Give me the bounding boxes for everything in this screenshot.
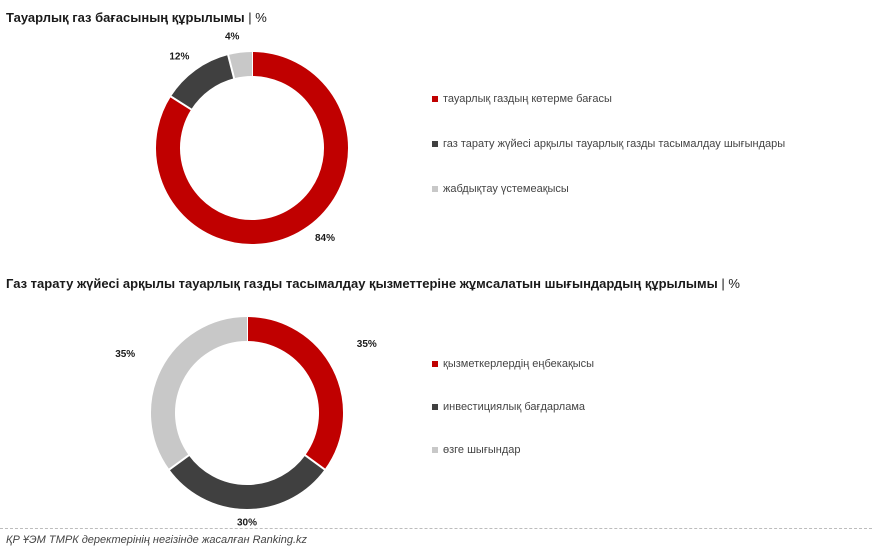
chart-1-legend-label-1: тауарлық газдың көтерме бағасы (443, 93, 612, 105)
chart-2-legend-swatch-3 (432, 447, 438, 453)
chart-2-legend-swatch-2 (432, 404, 438, 410)
chart-1-slice-3 (228, 52, 253, 79)
chart-1-legend-swatch-2 (432, 141, 438, 147)
chart-2-legend-label-1: қызметкерлердің еңбекақысы (443, 358, 595, 370)
chart-2-legend-item-2: инвестициялық бағдарлама (432, 401, 585, 413)
chart-1-slice-separator-3 (226, 53, 236, 80)
chart-2-donut: 35% 30% 35% (115, 316, 377, 529)
chart-2-slice-1 (246, 317, 343, 470)
chart-1-legend-item-1: тауарлық газдың көтерме бағасы (432, 93, 612, 105)
chart-2-title-unit: | % (721, 276, 740, 291)
chart-1-unit: % (255, 10, 267, 25)
chart-2-legend-label-2: инвестициялық бағдарлама (443, 401, 586, 413)
footer-divider (0, 528, 872, 529)
chart-1-legend-label-3: жабдықтау үстемеақысы (443, 183, 569, 195)
chart-1-title-unit: | % (248, 10, 267, 25)
chart-2-legend-item-1: қызметкерлердің еңбекақысы (432, 358, 594, 370)
chart-1-legend-item-3: жабдықтау үстемеақысы (432, 183, 569, 195)
chart-1-data-label-1: 84% (315, 233, 335, 244)
chart-2-slice-separator-3 (167, 453, 191, 471)
chart-2-data-label-3: 35% (115, 349, 135, 360)
chart-2-slice-3 (151, 317, 248, 470)
chart-2-data-label-1: 35% (357, 339, 377, 350)
chart-1-title-text: Тауарлық газ бағасының құрылымы (6, 10, 245, 25)
chart-1-data-label-3: 4% (225, 32, 240, 43)
chart-2-data-label-2: 30% (237, 518, 257, 529)
chart-2-legend-label-3: өзге шығындар (443, 444, 521, 456)
chart-2-legend-swatch-1 (432, 361, 438, 367)
chart-1-legend-swatch-1 (432, 96, 438, 102)
chart-2-title-text: Газ тарату жүйесі арқылы тауарлық газды … (6, 276, 718, 291)
chart-2-title: Газ тарату жүйесі арқылы тауарлық газды … (6, 276, 740, 291)
chart-1-legend-label-2: газ тарату жүйесі арқылы тауарлық газды … (443, 138, 786, 150)
chart-1-legend-item-2: газ тарату жүйесі арқылы тауарлық газды … (432, 138, 785, 150)
chart-1-legend-swatch-3 (432, 186, 438, 192)
chart-1-slice-2 (170, 55, 235, 110)
chart-1-data-label-2: 12% (169, 52, 189, 63)
chart-1-slice-separator-2 (169, 95, 193, 111)
chart-2-slice-2 (169, 455, 325, 509)
chart-1-donut: 84% 12% 4% (156, 32, 348, 244)
chart-2-legend-item-3: өзге шығындар (432, 444, 520, 456)
source-note: ҚР ҰЭМ ТМРК деректерінің негізінде жасал… (6, 534, 308, 546)
chart-1-slice-1 (156, 52, 348, 244)
chart-1-title: Тауарлық газ бағасының құрылымы | % (6, 10, 267, 25)
chart-2-unit: % (728, 276, 740, 291)
chart-2-slice-separator-2 (303, 453, 327, 471)
